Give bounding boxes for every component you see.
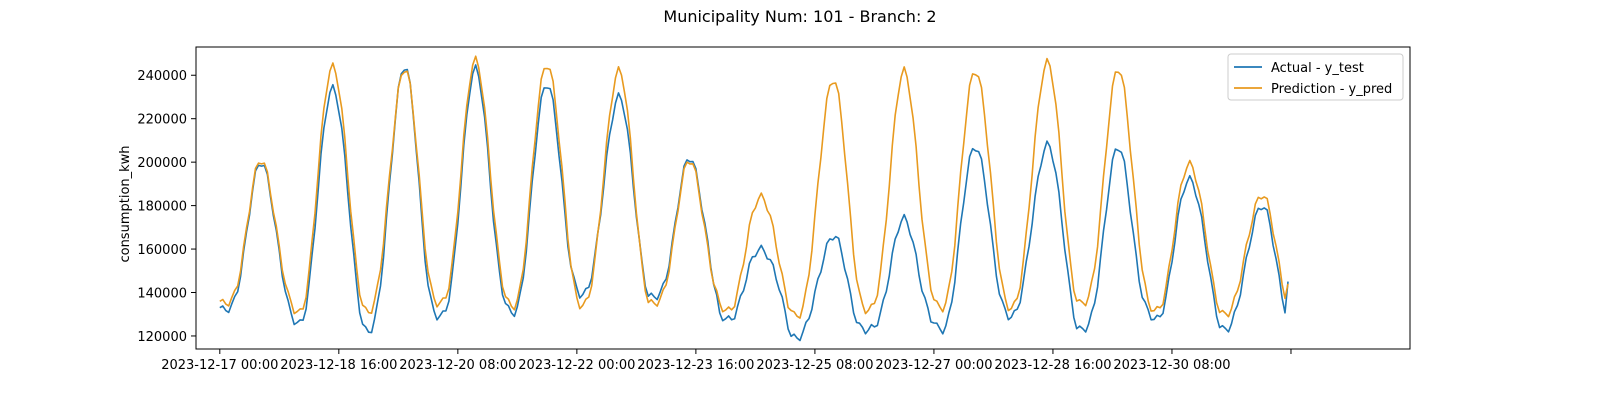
- legend-label: Actual - y_test: [1271, 61, 1364, 76]
- x-tick-label: 2023-12-28 16:00: [994, 358, 1111, 373]
- y-tick-label: 140000: [137, 287, 187, 302]
- series-line-prediction: [219, 55, 1289, 319]
- y-tick-label: 200000: [137, 156, 187, 171]
- x-tick-label: 2023-12-30 08:00: [1113, 358, 1230, 373]
- legend-box: [1227, 53, 1404, 101]
- plot-area: 120000 140000 160000 180000 200000 220000 2400…: [137, 46, 1411, 373]
- x-tick-label: 2023-12-17 00:00: [161, 358, 278, 373]
- chart-title: Municipality Num: 101 - Branch: 2: [663, 7, 936, 26]
- x-tick-label: 2023-12-22 00:00: [518, 358, 635, 373]
- x-tick-label: 2023-12-18 16:00: [280, 358, 397, 373]
- legend: Actual - y_test Prediction - y_pred: [1227, 53, 1404, 101]
- x-tick-label: 2023-12-25 08:00: [756, 358, 873, 373]
- y-tick-label: 240000: [137, 69, 187, 84]
- x-tick-label: 2023-12-20 08:00: [399, 358, 516, 373]
- x-tick-label: 2023-12-27 00:00: [875, 358, 992, 373]
- y-tick-label: 160000: [137, 243, 187, 258]
- y-axis-label: consumption_kwh: [118, 145, 133, 262]
- y-tick-label: 180000: [137, 200, 187, 215]
- x-tick-label: 2023-12-23 16:00: [637, 358, 754, 373]
- legend-label: Prediction - y_pred: [1271, 82, 1392, 97]
- axes-frame: [195, 46, 1411, 350]
- y-tick-label: 220000: [137, 113, 187, 128]
- series-line-actual: [219, 64, 1289, 342]
- y-tick-label: 120000: [137, 330, 187, 345]
